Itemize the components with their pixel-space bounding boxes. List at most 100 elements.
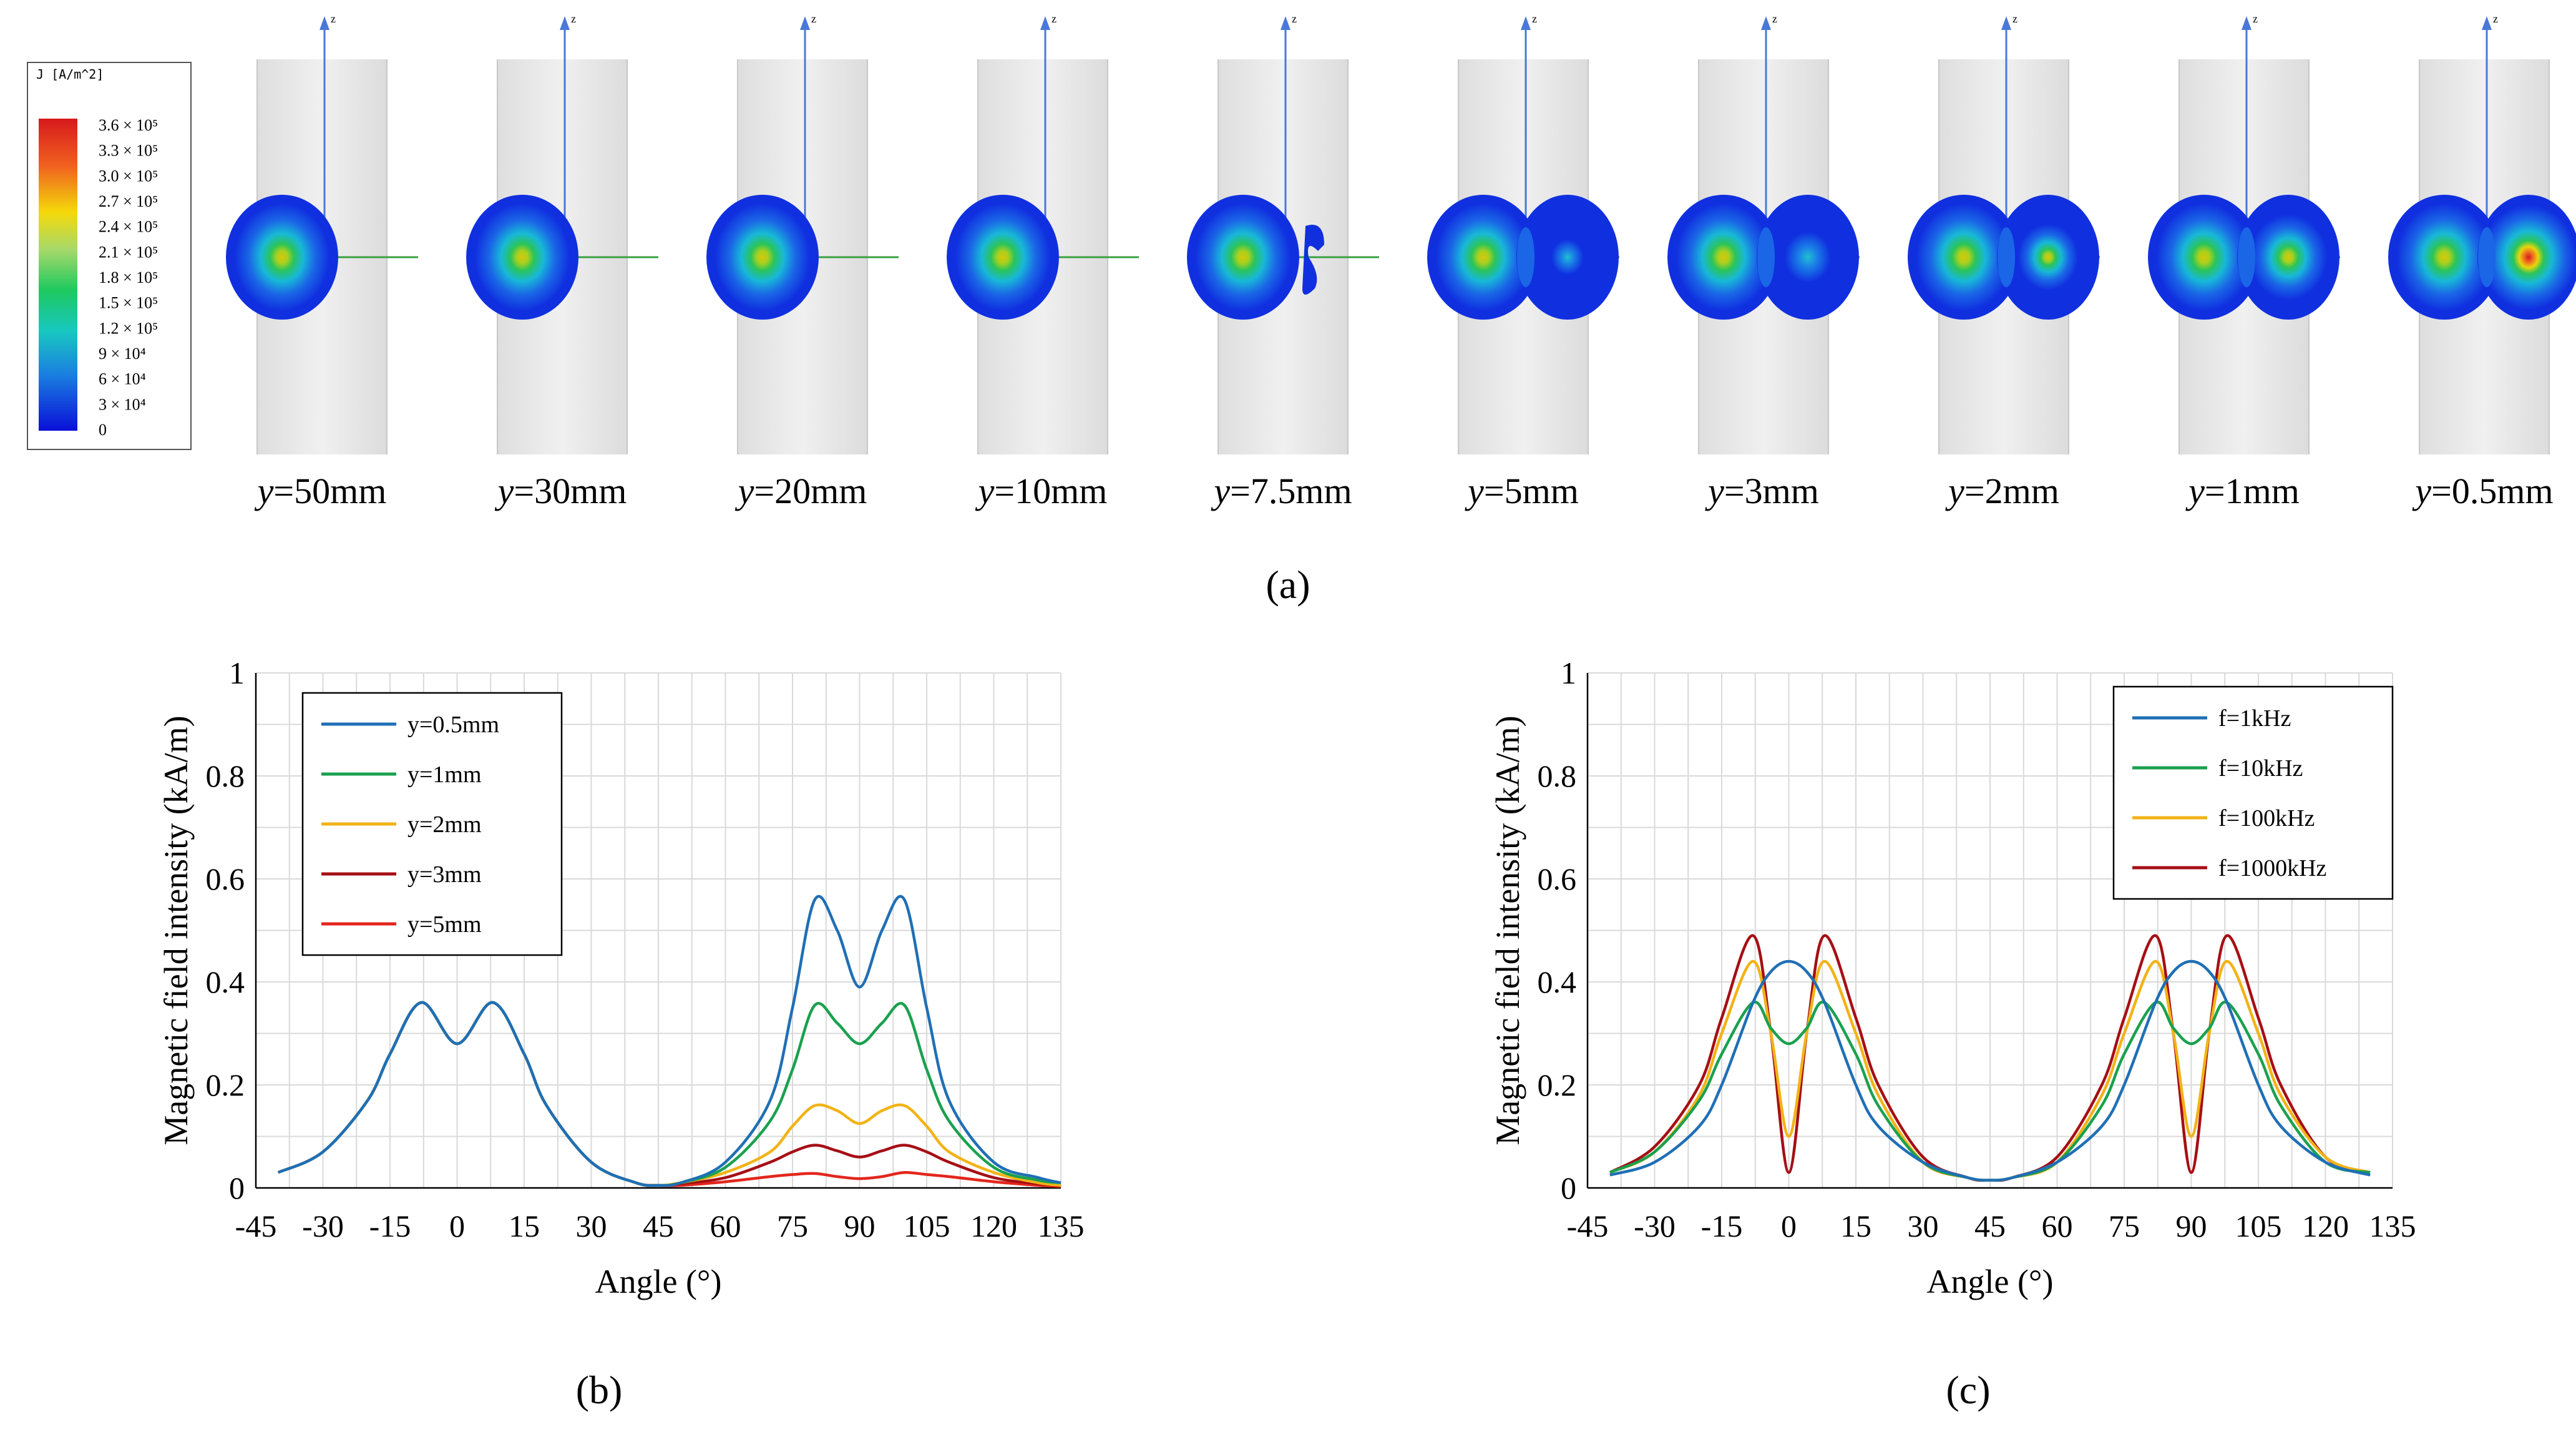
panel-c-label: (c) xyxy=(1946,1368,1990,1412)
z-axis-label: z xyxy=(571,12,576,25)
x-tick-label: 30 xyxy=(576,1209,607,1243)
x-tick-label: 60 xyxy=(710,1209,741,1243)
colorbar-tick-label: 2.1 × 10⁵ xyxy=(99,243,158,261)
y-tick-label: 1 xyxy=(1561,655,1576,690)
lobe-waist xyxy=(2478,227,2496,287)
slice-label: y=3mm xyxy=(1705,471,1819,511)
z-axis-label: z xyxy=(2012,12,2017,25)
slice-label: y=10mm xyxy=(975,471,1108,511)
current-lobe-left-core xyxy=(1196,204,1290,311)
x-tick-label: 15 xyxy=(1840,1209,1871,1243)
y-axis-title: Magnetic field intensity (kA/m) xyxy=(1489,715,1526,1145)
slice-7: z y=3mm xyxy=(1667,12,1860,511)
slice-label: y=0.5mm xyxy=(2412,471,2553,511)
panel-c-chart: -45 -30 -15 0 15 30 45 60 75 90 105 120 135 0 0.2 0.4 0.… xyxy=(1489,655,2416,1412)
colorbar-tick-label: 3.6 × 10⁵ xyxy=(99,116,158,134)
y-tick-label: 0 xyxy=(1561,1170,1576,1205)
y-tick-label: 0.6 xyxy=(206,861,245,896)
z-axis-label: z xyxy=(2253,12,2258,25)
current-lobe-left-core xyxy=(2397,204,2492,311)
y-tick-label: 0.6 xyxy=(1538,861,1577,896)
y-tick-label: 0.2 xyxy=(1538,1067,1577,1102)
x-tick-label: -45 xyxy=(1567,1209,1609,1243)
current-lobe-left-core xyxy=(2157,204,2252,311)
colorbar-tick-label: 0 xyxy=(99,421,107,439)
colorbar-gradient xyxy=(39,119,77,431)
legend-box xyxy=(2112,685,2394,900)
legend-entry: y=5mm xyxy=(407,911,482,938)
current-lobe-left-core xyxy=(475,204,570,311)
y-tick-label: 0.4 xyxy=(206,964,245,999)
colorbar-tick-label: 3 × 10⁴ xyxy=(99,395,146,413)
current-lobe-right-core xyxy=(2250,214,2327,300)
x-tick-label: 135 xyxy=(1038,1209,1085,1243)
x-tick-label: -30 xyxy=(1634,1209,1676,1243)
current-lobe-right-core xyxy=(1551,239,1584,275)
legend-entry: y=3mm xyxy=(407,861,482,888)
y-tick-label: 0 xyxy=(229,1170,245,1205)
lobe-waist xyxy=(2238,227,2255,287)
lobe-waist xyxy=(1757,227,1775,287)
slice-label: y=7.5mm xyxy=(1211,471,1352,511)
current-lobe-left-core xyxy=(1436,204,1531,311)
panel-a-label: (a) xyxy=(1266,562,1310,607)
legend-entry: y=0.5mm xyxy=(407,712,499,738)
current-lobe-left-core xyxy=(715,204,810,311)
x-tick-label: -15 xyxy=(1701,1209,1743,1243)
panel-a-current-density-slices: J [A/m^2] 3.6 × 10⁵ 3.3 × 10⁵ 3.0 × 10⁵ 2.7… xyxy=(27,12,2576,607)
x-tick-label: 90 xyxy=(844,1209,876,1243)
z-axis-arrow xyxy=(1040,16,1050,30)
colorbar-tick-label: 2.4 × 10⁵ xyxy=(99,218,158,236)
current-lobe-right-core xyxy=(2018,224,2078,290)
legend-entry: f=1kHz xyxy=(2218,705,2291,732)
colorbar-tick-label: 2.7 × 10⁵ xyxy=(99,192,158,210)
x-tick-label: 45 xyxy=(1974,1209,2006,1243)
x-tick-label: 0 xyxy=(449,1209,465,1243)
series-line-y=0.5mm xyxy=(277,895,1061,1187)
panel-b-label: (b) xyxy=(576,1368,623,1412)
legend-entry: f=1000kHz xyxy=(2218,855,2326,881)
slice-10: z y=0.5mm xyxy=(2388,12,2576,511)
x-tick-label: 0 xyxy=(1781,1209,1797,1243)
legend-entry: y=2mm xyxy=(407,812,482,838)
colorbar-tick-label: 1.2 × 10⁵ xyxy=(99,319,158,337)
x-tick-label: -45 xyxy=(235,1209,277,1243)
panel-b-chart: -45 -30 -15 0 15 30 45 60 75 90 105 120 135 0 0.2 0.4 0.… xyxy=(157,655,1085,1412)
x-tick-label: 105 xyxy=(2235,1209,2282,1243)
slice-9: z y=1mm xyxy=(2148,12,2340,511)
current-lobe-left-core xyxy=(1916,204,2011,311)
legend-entry: y=1mm xyxy=(407,762,482,788)
z-axis-arrow xyxy=(2001,16,2011,30)
legend: f=1kHz f=10kHz f=100kHz f=1000kHz xyxy=(2112,685,2394,900)
x-tick-label: 45 xyxy=(643,1209,674,1243)
lobe-waist xyxy=(1998,227,2015,287)
z-axis-label: z xyxy=(1532,12,1537,25)
colorbar-tick-label: 6 × 10⁴ xyxy=(99,370,146,388)
x-tick-label: 90 xyxy=(2176,1209,2207,1243)
current-lobe-left-core xyxy=(955,204,1050,311)
lobe-waist xyxy=(1517,227,1534,287)
current-lobe-left-core xyxy=(235,204,329,311)
slice-1: z y=50mm xyxy=(226,12,418,511)
x-tick-label: 135 xyxy=(2369,1209,2416,1243)
slice-label: y=50mm xyxy=(255,471,387,511)
slice-label: y=1mm xyxy=(2185,471,2300,511)
x-tick-label: 75 xyxy=(2109,1209,2140,1243)
x-tick-label: 30 xyxy=(1908,1209,1939,1243)
x-tick-label: 15 xyxy=(509,1209,540,1243)
y-tick-label: 0.2 xyxy=(206,1067,245,1102)
current-lobe-left-core xyxy=(1676,204,1771,311)
z-axis-arrow xyxy=(320,16,329,30)
legend-entry: f=100kHz xyxy=(2218,805,2315,831)
z-axis-arrow xyxy=(2242,16,2252,30)
x-tick-label: 120 xyxy=(970,1209,1017,1243)
slice-3: z y=20mm xyxy=(706,12,899,511)
z-axis-arrow xyxy=(560,16,570,30)
colorbar-tick-label: 3.0 × 10⁵ xyxy=(99,167,158,185)
slice-label: y=5mm xyxy=(1465,471,1579,511)
slice-4: z y=10mm xyxy=(947,12,1139,511)
x-axis-title: Angle (°) xyxy=(1926,1263,2053,1300)
z-axis-label: z xyxy=(2493,12,2498,25)
colorbar-title: J [A/m^2] xyxy=(36,67,104,82)
z-axis-label: z xyxy=(331,12,336,25)
